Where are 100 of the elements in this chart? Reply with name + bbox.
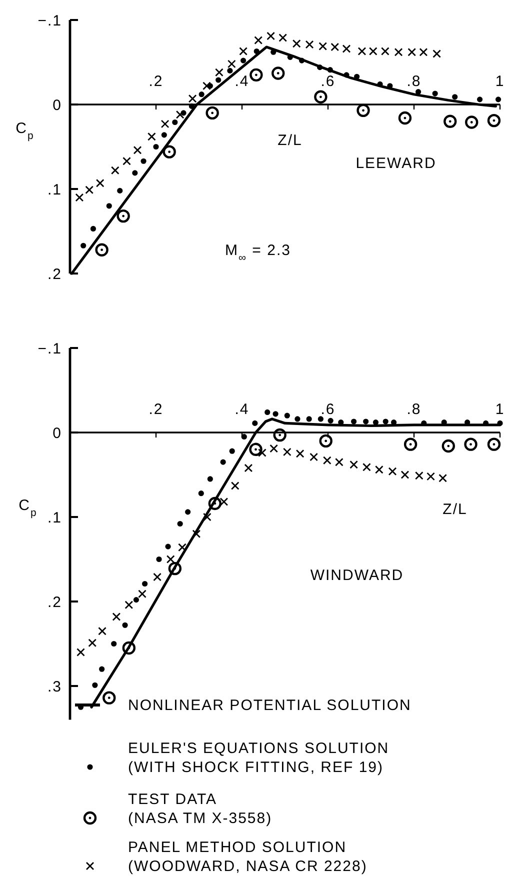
point [227, 68, 233, 74]
point [132, 170, 138, 176]
point [464, 438, 478, 451]
point [111, 640, 117, 647]
point [432, 90, 438, 96]
x-tick-label: .2 [148, 72, 164, 90]
point [368, 47, 378, 56]
point [102, 691, 116, 704]
y-tick-label: −.1 [38, 12, 62, 30]
point [96, 178, 104, 188]
point [278, 34, 288, 42]
point [241, 434, 247, 440]
point [318, 416, 324, 422]
y-axis-title: C$_{p}$ [16, 120, 34, 142]
point [229, 448, 235, 454]
point [178, 543, 186, 552]
point [162, 145, 176, 158]
y-tick-label: .2 [47, 266, 62, 283]
point [327, 67, 333, 73]
point [292, 39, 301, 48]
point [192, 530, 201, 538]
point [106, 203, 112, 209]
point [92, 682, 98, 688]
point [398, 111, 412, 125]
point [165, 544, 171, 550]
point [177, 520, 183, 527]
point [272, 411, 278, 417]
point [254, 36, 263, 44]
point [487, 438, 501, 451]
point [487, 114, 501, 128]
point [363, 418, 369, 424]
point [88, 638, 97, 648]
point [95, 243, 108, 256]
point [185, 509, 191, 515]
point [112, 612, 121, 621]
point [354, 74, 360, 80]
point [416, 89, 422, 95]
point [414, 471, 424, 480]
point [90, 226, 96, 232]
point [252, 420, 258, 426]
point [202, 512, 212, 522]
point [322, 456, 332, 465]
point [294, 416, 300, 422]
x-axis-title: Z/L [278, 132, 302, 149]
y-tick-label: .2 [47, 594, 62, 611]
point [408, 48, 416, 56]
point [230, 482, 240, 490]
point [240, 58, 246, 64]
point [161, 132, 167, 138]
point [306, 416, 312, 422]
point [153, 572, 162, 582]
point [208, 496, 222, 510]
point [452, 94, 458, 100]
point [206, 106, 219, 120]
point [318, 42, 328, 50]
point [138, 590, 146, 598]
point [264, 409, 270, 416]
point [215, 68, 224, 77]
point [176, 110, 184, 119]
point [249, 442, 262, 456]
point [330, 42, 340, 52]
point [444, 114, 457, 128]
point [220, 459, 226, 465]
point [99, 666, 105, 672]
point [296, 449, 304, 458]
point [282, 448, 292, 456]
point [317, 64, 323, 70]
point [273, 428, 286, 442]
point [244, 464, 253, 472]
point [202, 82, 211, 90]
point [419, 48, 428, 56]
y-tick-label: 0 [52, 424, 62, 442]
x-tick-label: .2 [148, 400, 164, 418]
y-tick-label: −.1 [38, 340, 62, 358]
point [328, 418, 334, 424]
x-tick-label: .6 [320, 72, 336, 90]
point [305, 40, 314, 49]
point [239, 47, 248, 56]
point [172, 119, 178, 126]
point [122, 156, 131, 166]
point [404, 438, 418, 451]
point [160, 120, 170, 128]
point [497, 420, 503, 426]
point [250, 68, 263, 82]
legend-label: PANEL METHOD SOLUTION (WOODWARD, NASA CR 2228) [128, 839, 368, 875]
point [342, 44, 351, 53]
point [80, 242, 86, 248]
y-tick-label: .3 [47, 678, 62, 696]
point [272, 66, 285, 80]
point [116, 209, 130, 223]
point [476, 96, 483, 102]
point [156, 556, 162, 562]
point [85, 186, 94, 194]
point [382, 418, 388, 424]
point [334, 458, 344, 466]
point [188, 94, 197, 103]
point [188, 103, 194, 109]
point [380, 47, 390, 56]
point [258, 448, 266, 457]
point [284, 412, 290, 418]
